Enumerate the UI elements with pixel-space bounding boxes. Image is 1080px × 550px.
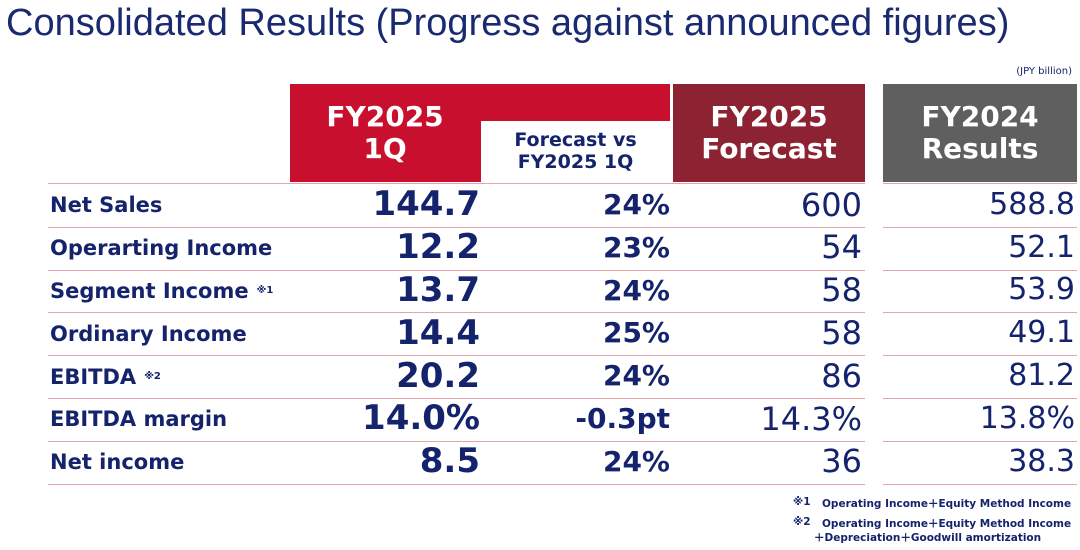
header-line: FY2025 — [326, 99, 444, 133]
value-cell: 14.0% — [362, 398, 480, 439]
row-rule — [48, 355, 865, 357]
value-cell: 14.4 — [396, 312, 480, 353]
footnote-mark: ※1 — [793, 496, 811, 508]
value-cell: 53.9 — [1008, 272, 1075, 308]
value-cell: 24% — [602, 188, 670, 222]
value-cell: 58 — [821, 313, 862, 352]
row-label-text: EBITDA — [50, 364, 137, 389]
row-label: Segment Income ※1 — [50, 277, 273, 305]
row-rule — [48, 440, 865, 442]
header-fy2024-results: FY2024 Results — [883, 84, 1077, 182]
row-label: EBITDA ※2 — [50, 363, 161, 391]
header-line: FY2025 1Q — [517, 150, 634, 173]
row-label-text: Segment Income — [50, 279, 249, 303]
header-forecast-vs: Forecast vs FY2025 1Q — [481, 121, 670, 182]
footnote-text: ＋Depreciation＋Goodwill amortization — [814, 532, 1042, 544]
value-cell: 23% — [602, 230, 670, 264]
value-cell: 588.8 — [989, 186, 1075, 222]
row-rule — [883, 355, 1077, 357]
row-label: Operarting Income — [50, 234, 272, 262]
value-cell: 8.5 — [419, 441, 480, 482]
value-cell: 25% — [602, 316, 670, 350]
row-rule — [48, 483, 865, 485]
row-rule — [883, 312, 1077, 314]
header-line: FY2024 — [921, 99, 1039, 133]
row-label: Net income — [50, 448, 184, 476]
value-cell: 600 — [800, 185, 862, 224]
value-cell: 81.2 — [1008, 358, 1075, 393]
value-cell: 24% — [602, 273, 670, 307]
row-label: EBITDA margin — [50, 405, 227, 433]
row-label: Ordinary Income — [50, 320, 247, 348]
row-rule — [48, 398, 865, 399]
row-rule — [883, 183, 1077, 184]
row-label: Net Sales — [50, 191, 162, 219]
row-note: ※2 — [144, 370, 161, 382]
header-line: 1Q — [363, 132, 407, 165]
header-fy2025-1q: FY2025 1Q — [290, 92, 480, 174]
row-rule — [48, 183, 865, 184]
header-line: Forecast — [701, 132, 837, 165]
value-cell: 24% — [602, 359, 670, 393]
header-line: FY2025 — [710, 99, 828, 133]
value-cell: 86 — [821, 356, 862, 395]
header-line: Results — [921, 132, 1039, 165]
header-line: Forecast vs — [514, 128, 637, 151]
row-label-text: Net income — [50, 450, 185, 475]
row-label-text: Ordinary Income — [50, 321, 247, 346]
row-label-text: Operarting Income — [50, 236, 273, 261]
value-cell: 38.3 — [1008, 443, 1075, 479]
row-rule — [883, 398, 1077, 399]
header-fy2025-forecast: FY2025 Forecast — [673, 84, 865, 182]
row-rule — [883, 483, 1077, 485]
value-cell: 13.8% — [979, 400, 1075, 436]
row-rule — [48, 226, 865, 228]
value-cell: 54 — [821, 228, 862, 267]
row-rule — [883, 269, 1077, 271]
value-cell: 13.7 — [396, 269, 480, 310]
value-cell: 12.2 — [396, 227, 480, 268]
value-cell: 49.1 — [1008, 315, 1075, 351]
row-rule — [883, 440, 1077, 442]
value-cell: 58 — [821, 271, 862, 310]
value-cell: 20.2 — [396, 355, 480, 396]
value-cell: 144.7 — [372, 184, 480, 225]
value-cell: 36 — [821, 442, 862, 481]
footnote-text: Operating Income＋Equity Method Income — [822, 518, 1072, 530]
row-note: ※1 — [256, 285, 274, 296]
value-cell: -0.3pt — [575, 402, 670, 436]
row-rule — [48, 269, 865, 271]
unit: (JPY billion) — [1016, 66, 1072, 77]
row-label-text: Net Sales — [50, 193, 163, 218]
value-cell: 52.1 — [1008, 229, 1075, 265]
row-rule — [48, 312, 865, 314]
value-cell: 24% — [602, 444, 670, 478]
value-cell: 14.3% — [760, 399, 862, 438]
footnote-text: Operating Income＋Equity Method Income — [822, 498, 1072, 510]
row-rule — [883, 226, 1077, 228]
row-label-text: EBITDA margin — [50, 407, 228, 432]
title: Consolidated Results (Progress against a… — [6, 2, 1010, 44]
footnote-mark: ※2 — [793, 516, 811, 528]
